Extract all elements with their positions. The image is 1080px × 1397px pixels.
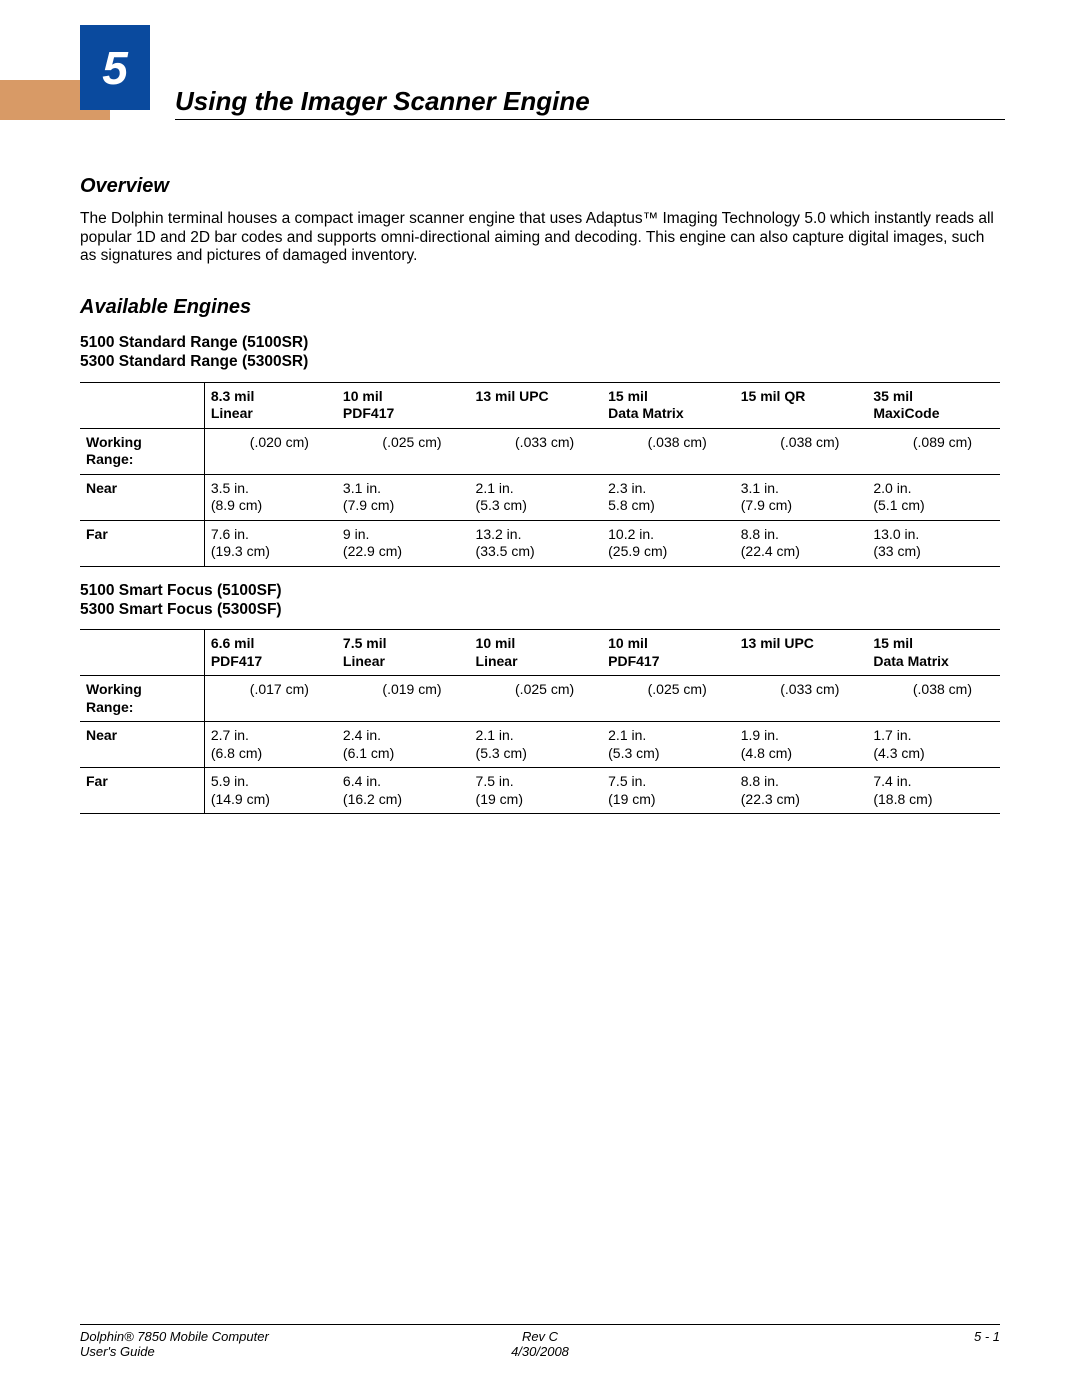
table-cell: 7.5 in.(19 cm) <box>602 768 735 814</box>
table-cell: 8.8 in.(22.4 cm) <box>735 520 868 566</box>
column-header: 6.6 milPDF417 <box>204 630 337 676</box>
column-header: 10 milPDF417 <box>602 630 735 676</box>
row-label: Far <box>80 520 204 566</box>
table-subheading: 5100 Standard Range (5100SR) 5300 Standar… <box>80 333 1000 372</box>
table-cell: 8.8 in.(22.3 cm) <box>735 768 868 814</box>
table-cell: 5.9 in.(14.9 cm) <box>204 768 337 814</box>
table-cell: 2.1 in.(5.3 cm) <box>470 474 603 520</box>
subheading-line: 5300 Standard Range (5300SR) <box>80 353 308 370</box>
table-cell: 7.6 in.(19.3 cm) <box>204 520 337 566</box>
subheading-line: 5100 Smart Focus (5100SF) <box>80 582 282 599</box>
table-cell: 1.9 in.(4.8 cm) <box>735 722 868 768</box>
column-header: 13 mil UPC <box>735 630 868 676</box>
table-cell: (.038 cm) <box>867 676 1000 722</box>
footer-product: Dolphin® 7850 Mobile Computer <box>80 1329 269 1344</box>
table-cell: (.019 cm) <box>337 676 470 722</box>
table-cell: 13.2 in.(33.5 cm) <box>470 520 603 566</box>
overview-heading: Overview <box>80 175 1000 198</box>
chapter-header: 5 Using the Imager Scanner Engine <box>80 25 1000 120</box>
table-cell: (.038 cm) <box>602 428 735 474</box>
table-cell: (.017 cm) <box>204 676 337 722</box>
table-cell: (.025 cm) <box>337 428 470 474</box>
table-cell: (.038 cm) <box>735 428 868 474</box>
chapter-title: Using the Imager Scanner Engine <box>175 86 1005 120</box>
table-cell: 7.4 in.(18.8 cm) <box>867 768 1000 814</box>
column-header: 8.3 milLinear <box>204 382 337 428</box>
table-cell: 2.1 in.(5.3 cm) <box>602 722 735 768</box>
table-cell: (.025 cm) <box>602 676 735 722</box>
column-header: 10 milLinear <box>470 630 603 676</box>
table-cell: 2.4 in.(6.1 cm) <box>337 722 470 768</box>
table-cell: 7.5 in.(19 cm) <box>470 768 603 814</box>
table-cell: (.089 cm) <box>867 428 1000 474</box>
column-header: 15 mil QR <box>735 382 868 428</box>
footer-date: 4/30/2008 <box>511 1344 569 1359</box>
table-cell: 2.1 in.(5.3 cm) <box>470 722 603 768</box>
spec-table: 8.3 milLinear10 milPDF41713 mil UPC15 mi… <box>80 382 1000 567</box>
table-subheading: 5100 Smart Focus (5100SF) 5300 Smart Focu… <box>80 581 1000 620</box>
table-cell: (.033 cm) <box>735 676 868 722</box>
row-label: Near <box>80 474 204 520</box>
column-header: 15 milData Matrix <box>867 630 1000 676</box>
column-header: 7.5 milLinear <box>337 630 470 676</box>
chapter-number: 5 <box>102 41 128 95</box>
page: 5 Using the Imager Scanner Engine Overvi… <box>0 0 1080 1397</box>
row-label: Near <box>80 722 204 768</box>
page-footer: Dolphin® 7850 Mobile Computer Rev C 5 - … <box>80 1324 1000 1359</box>
footer-rev: Rev C <box>522 1329 558 1344</box>
table-cell: 3.1 in.(7.9 cm) <box>735 474 868 520</box>
table-cell: 3.5 in.(8.9 cm) <box>204 474 337 520</box>
table-corner <box>80 630 204 676</box>
tables-container: 5100 Standard Range (5100SR) 5300 Standar… <box>80 333 1000 815</box>
table-cell: 2.0 in.(5.1 cm) <box>867 474 1000 520</box>
overview-text: The Dolphin terminal houses a compact im… <box>80 210 1000 266</box>
column-header: 13 mil UPC <box>470 382 603 428</box>
footer-guide: User's Guide <box>80 1344 155 1359</box>
row-label: WorkingRange: <box>80 428 204 474</box>
spec-table: 6.6 milPDF4177.5 milLinear10 milLinear10… <box>80 629 1000 814</box>
table-cell: (.033 cm) <box>470 428 603 474</box>
subheading-line: 5100 Standard Range (5100SR) <box>80 334 308 351</box>
table-cell: 2.3 in.5.8 cm) <box>602 474 735 520</box>
table-corner <box>80 382 204 428</box>
column-header: 10 milPDF417 <box>337 382 470 428</box>
column-header: 15 milData Matrix <box>602 382 735 428</box>
table-cell: 1.7 in.(4.3 cm) <box>867 722 1000 768</box>
row-label: Far <box>80 768 204 814</box>
chapter-number-box: 5 <box>80 25 150 110</box>
table-cell: 13.0 in.(33 cm) <box>867 520 1000 566</box>
table-cell: 3.1 in.(7.9 cm) <box>337 474 470 520</box>
table-cell: 9 in.(22.9 cm) <box>337 520 470 566</box>
table-cell: (.025 cm) <box>470 676 603 722</box>
table-cell: 10.2 in.(25.9 cm) <box>602 520 735 566</box>
footer-page-number: 5 - 1 <box>974 1329 1000 1344</box>
table-cell: 2.7 in.(6.8 cm) <box>204 722 337 768</box>
row-label: WorkingRange: <box>80 676 204 722</box>
subheading-line: 5300 Smart Focus (5300SF) <box>80 601 282 618</box>
table-cell: (.020 cm) <box>204 428 337 474</box>
table-cell: 6.4 in.(16.2 cm) <box>337 768 470 814</box>
column-header: 35 milMaxiCode <box>867 382 1000 428</box>
available-heading: Available Engines <box>80 296 1000 319</box>
